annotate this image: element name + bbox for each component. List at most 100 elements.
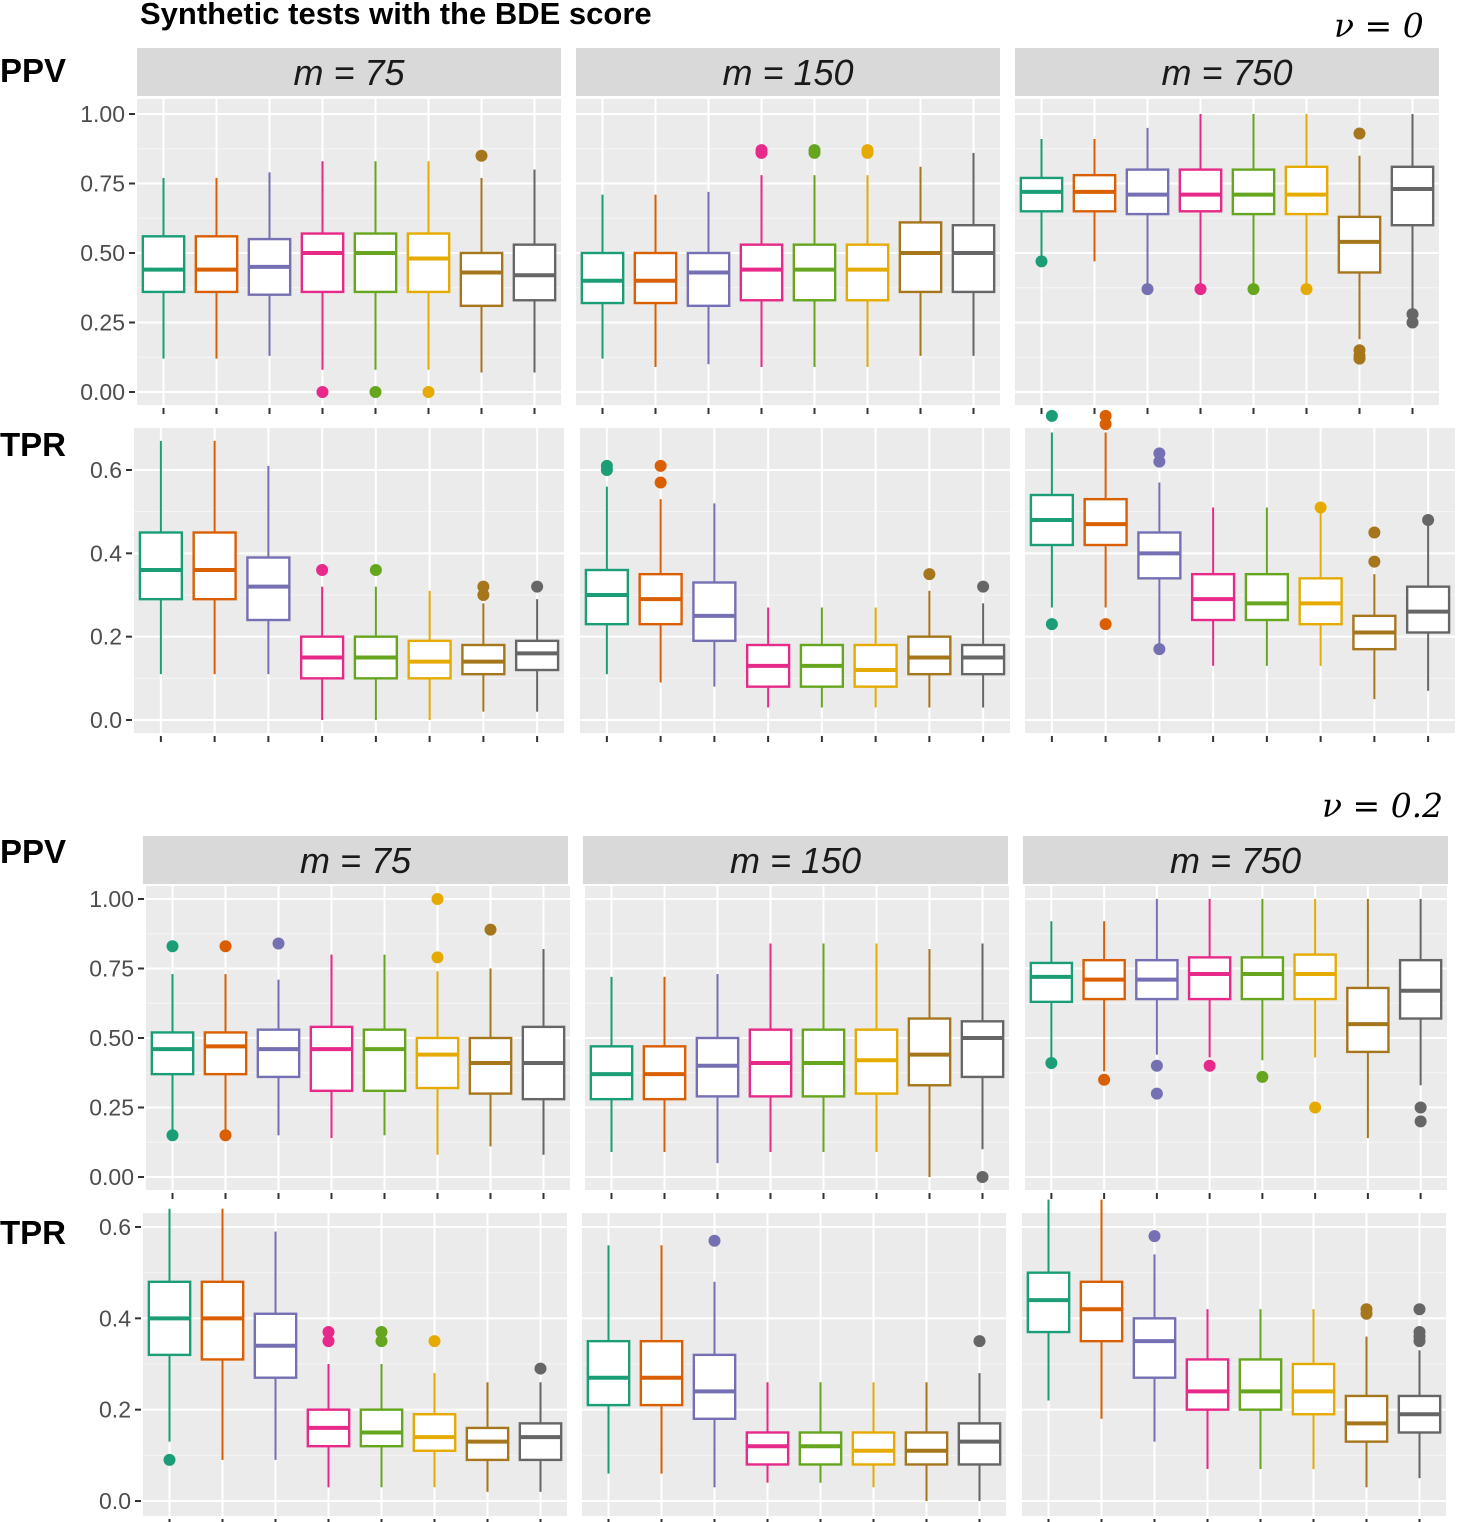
box-body <box>1125 168 1170 216</box>
nu-label-block-2: ν = 0.2 <box>1322 786 1444 825</box>
box-1 <box>589 976 634 1152</box>
facet-label: m = 75 <box>300 840 412 881</box>
box-8 <box>514 580 560 712</box>
facet-label: m = 750 <box>1161 52 1292 93</box>
outlier-point <box>973 1335 986 1348</box>
box-body <box>1291 1362 1336 1416</box>
box-4 <box>299 564 345 720</box>
y-tick-label: 0.75 <box>89 956 134 982</box>
outlier-point <box>163 1453 176 1466</box>
row-label-ppv-block-1: PPV <box>0 52 67 89</box>
box-body <box>1390 165 1435 227</box>
outlier-point <box>369 564 382 576</box>
facet-strip <box>137 48 561 96</box>
box-body <box>1238 1358 1283 1411</box>
box-4 <box>306 1326 351 1488</box>
box-7 <box>461 580 506 712</box>
outlier-point <box>1141 283 1154 296</box>
outlier-point <box>654 459 667 472</box>
outlier-point <box>1035 255 1048 268</box>
outlier-point <box>600 464 613 476</box>
nu-label-block-1: ν = 0 <box>1334 6 1424 45</box>
outlier-point <box>431 951 444 964</box>
box-8 <box>951 152 996 356</box>
box-1 <box>586 1245 631 1474</box>
box-body <box>845 243 890 302</box>
box-body <box>1298 577 1343 626</box>
box-body <box>246 556 291 622</box>
box-1 <box>147 1208 192 1466</box>
panel-b2-tpr-p1: 0.0 0.2 0.4 0.6 <box>99 1208 567 1522</box>
outlier-point <box>1150 1087 1163 1100</box>
box-body <box>362 1028 407 1093</box>
box-body <box>518 1422 563 1462</box>
outlier-point <box>1309 1101 1322 1114</box>
box-body <box>692 581 737 643</box>
box-5 <box>801 943 846 1152</box>
box-body <box>580 251 625 305</box>
box-body <box>203 1031 248 1076</box>
box-3 <box>1135 899 1179 1100</box>
outlier-point <box>422 386 435 398</box>
box-2 <box>203 940 248 1142</box>
box-3 <box>256 937 301 1136</box>
panel-b2-ppv-p3: m = 750 <box>1023 836 1448 1199</box>
outlier-point <box>316 564 329 576</box>
box-4 <box>1185 1309 1230 1470</box>
box-5 <box>799 607 845 708</box>
outlier-point <box>708 1234 721 1247</box>
outlier-point <box>977 580 990 593</box>
box-body <box>141 235 186 294</box>
outlier-point <box>166 1129 179 1142</box>
box-1 <box>1029 921 1074 1070</box>
box-body <box>412 1413 457 1452</box>
panel-b2-ppv-p1: m = 75 0.00 0.25 0.50 0.75 1.00 <box>89 836 570 1199</box>
box-body <box>960 643 1006 676</box>
box-1 <box>1019 139 1064 268</box>
box-8 <box>512 169 557 373</box>
panel-b1-tpr-p1: 0.0 0.2 0.4 0.6 <box>90 428 564 742</box>
outlier-point <box>1414 1115 1427 1128</box>
box-body <box>407 639 452 680</box>
box-body <box>1026 1271 1071 1334</box>
panel-b2-tpr-p2 <box>582 1213 1006 1522</box>
outlier-point <box>1406 316 1419 329</box>
y-tick-label: 0.25 <box>89 1095 134 1121</box>
box-body <box>957 1422 1002 1466</box>
outlier-point <box>755 144 768 157</box>
box-body <box>461 643 506 676</box>
box-2 <box>1079 1199 1124 1419</box>
outlier-point <box>219 940 232 953</box>
box-5 <box>1240 899 1285 1083</box>
box-body <box>1019 176 1064 213</box>
outlier-point <box>375 1335 388 1348</box>
outlier-point <box>1099 409 1112 422</box>
box-6 <box>854 943 899 1152</box>
outlier-point <box>166 940 179 953</box>
outlier-point <box>484 923 497 936</box>
box-2 <box>1072 139 1117 262</box>
box-6 <box>1284 114 1329 296</box>
box-body <box>1231 168 1276 216</box>
box-4 <box>745 1382 790 1483</box>
box-2 <box>638 459 683 683</box>
y-tick-label: 0.75 <box>80 171 125 197</box>
facet-strip <box>1023 836 1448 884</box>
outlier-point <box>475 149 488 162</box>
box-5 <box>353 161 398 398</box>
box-1 <box>150 940 195 1142</box>
outlier-point <box>1247 283 1260 296</box>
outlier-point <box>1353 352 1366 365</box>
box-3 <box>247 172 292 356</box>
y-tick-label: 0.4 <box>90 540 122 566</box>
panel-b1-tpr-p3 <box>1025 409 1455 742</box>
box-6 <box>851 1382 896 1488</box>
box-2 <box>192 440 237 675</box>
outlier-point <box>1045 1057 1058 1070</box>
box-2 <box>1083 409 1128 631</box>
box-2 <box>639 1245 684 1474</box>
box-body <box>1083 497 1128 547</box>
panel-background <box>1025 428 1455 733</box>
box-body <box>904 1431 949 1466</box>
box-body <box>798 1431 843 1466</box>
